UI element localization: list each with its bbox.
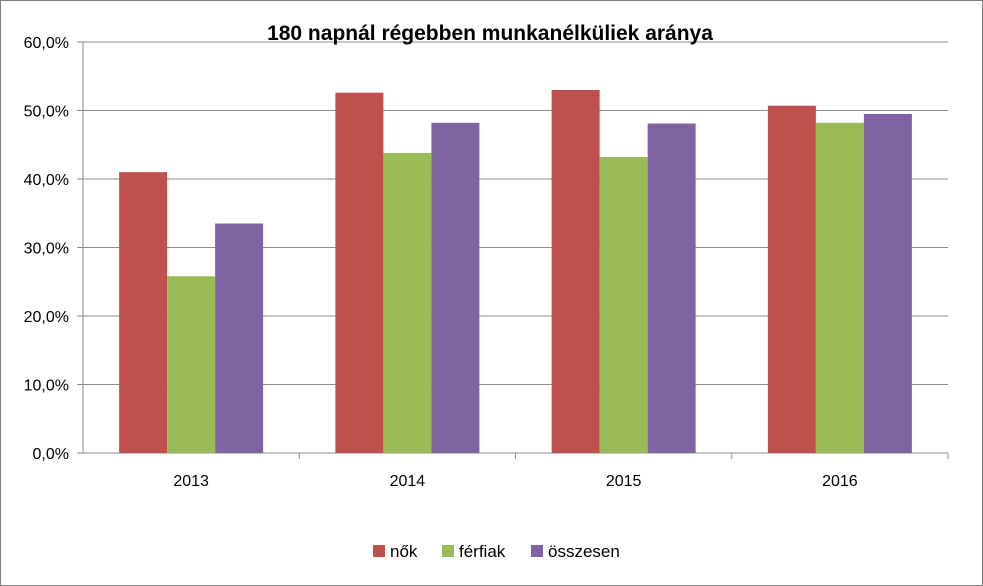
bar-nők-2014	[335, 92, 384, 453]
y-tick-label: 30,0%	[24, 241, 69, 258]
bar-összesen-2015	[647, 123, 696, 453]
legend-label: férfiak	[459, 542, 506, 561]
bar-nők-2013	[119, 172, 168, 453]
bar-összesen-2014	[431, 122, 480, 453]
x-tick-label: 2015	[606, 473, 642, 490]
legend: nők férfiak összesen	[373, 542, 620, 561]
bar-összesen-2016	[863, 113, 912, 454]
legend-swatch-férfiak	[442, 545, 454, 557]
bar-összesen-2013	[215, 223, 264, 453]
legend-label: nők	[390, 542, 418, 561]
y-tick-label: 40,0%	[24, 172, 69, 189]
bars	[119, 89, 912, 454]
bar-férfiak-2016	[815, 122, 864, 453]
x-tick-label: 2014	[390, 473, 426, 490]
bar-férfiak-2013	[167, 276, 216, 453]
y-tick-label: 10,0%	[24, 378, 69, 395]
x-tick-label: 2013	[173, 473, 209, 490]
y-tick-label: 50,0%	[24, 104, 69, 121]
legend-swatch-összesen	[531, 545, 543, 557]
chart-title: 180 napnál régebben munkanélküliek arány…	[267, 22, 713, 45]
bar-férfiak-2014	[383, 152, 432, 453]
bar-férfiak-2015	[599, 157, 648, 453]
axis-labels: 0,0% 10,0% 20,0% 30,0% 40,0% 50,0% 60,0% 2013 20…	[24, 35, 858, 490]
bar-nők-2015	[551, 89, 600, 453]
y-tick-label: 0,0%	[33, 446, 69, 463]
y-tick-label: 60,0%	[24, 35, 69, 52]
legend-swatch-nők	[373, 545, 385, 557]
bar-nők-2016	[767, 105, 816, 453]
x-tick-label: 2016	[822, 473, 858, 490]
y-tick-label: 20,0%	[24, 309, 69, 326]
legend-label: összesen	[548, 542, 620, 561]
